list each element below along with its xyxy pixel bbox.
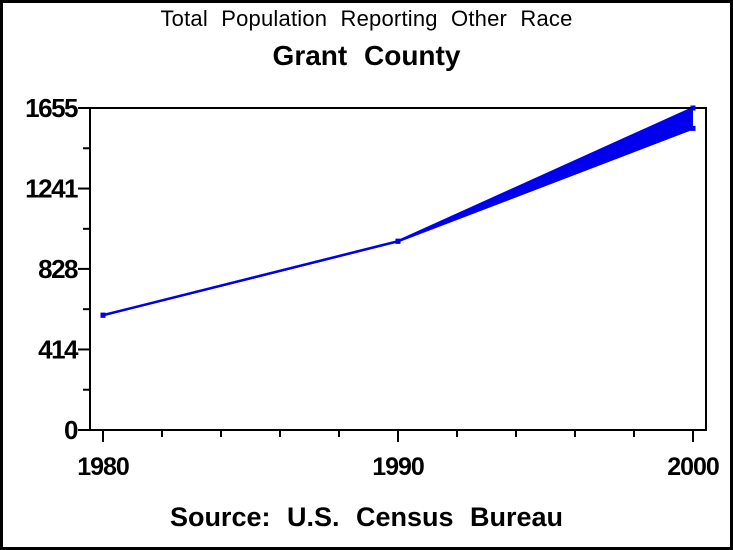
chart-title: Total Population Reporting Other Race [160, 6, 573, 31]
series-fill-band [103, 108, 693, 316]
series-line-upper-line [102, 106, 694, 317]
data-point-marker [395, 238, 401, 244]
y-tick-label: 0 [64, 415, 78, 445]
x-tick-label: 2000 [667, 453, 719, 481]
data-point-marker [690, 125, 696, 131]
data-point-marker [690, 105, 696, 111]
y-tick-label: 1241 [25, 174, 78, 204]
source-note: Source: U.S. Census Bureau [169, 502, 564, 532]
y-tick-label: 414 [38, 334, 79, 364]
y-tick-label: 828 [38, 254, 78, 284]
data-point-marker [100, 312, 106, 318]
x-tick-label: 1980 [77, 453, 129, 481]
y-tick-label: 1655 [25, 93, 78, 123]
x-tick-label: 1990 [372, 453, 424, 481]
chart-subtitle: Grant County [272, 40, 461, 71]
